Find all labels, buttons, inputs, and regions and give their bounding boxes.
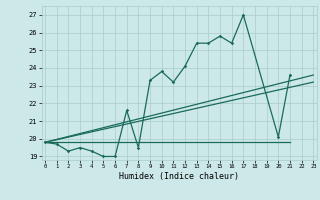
X-axis label: Humidex (Indice chaleur): Humidex (Indice chaleur) [119, 172, 239, 181]
